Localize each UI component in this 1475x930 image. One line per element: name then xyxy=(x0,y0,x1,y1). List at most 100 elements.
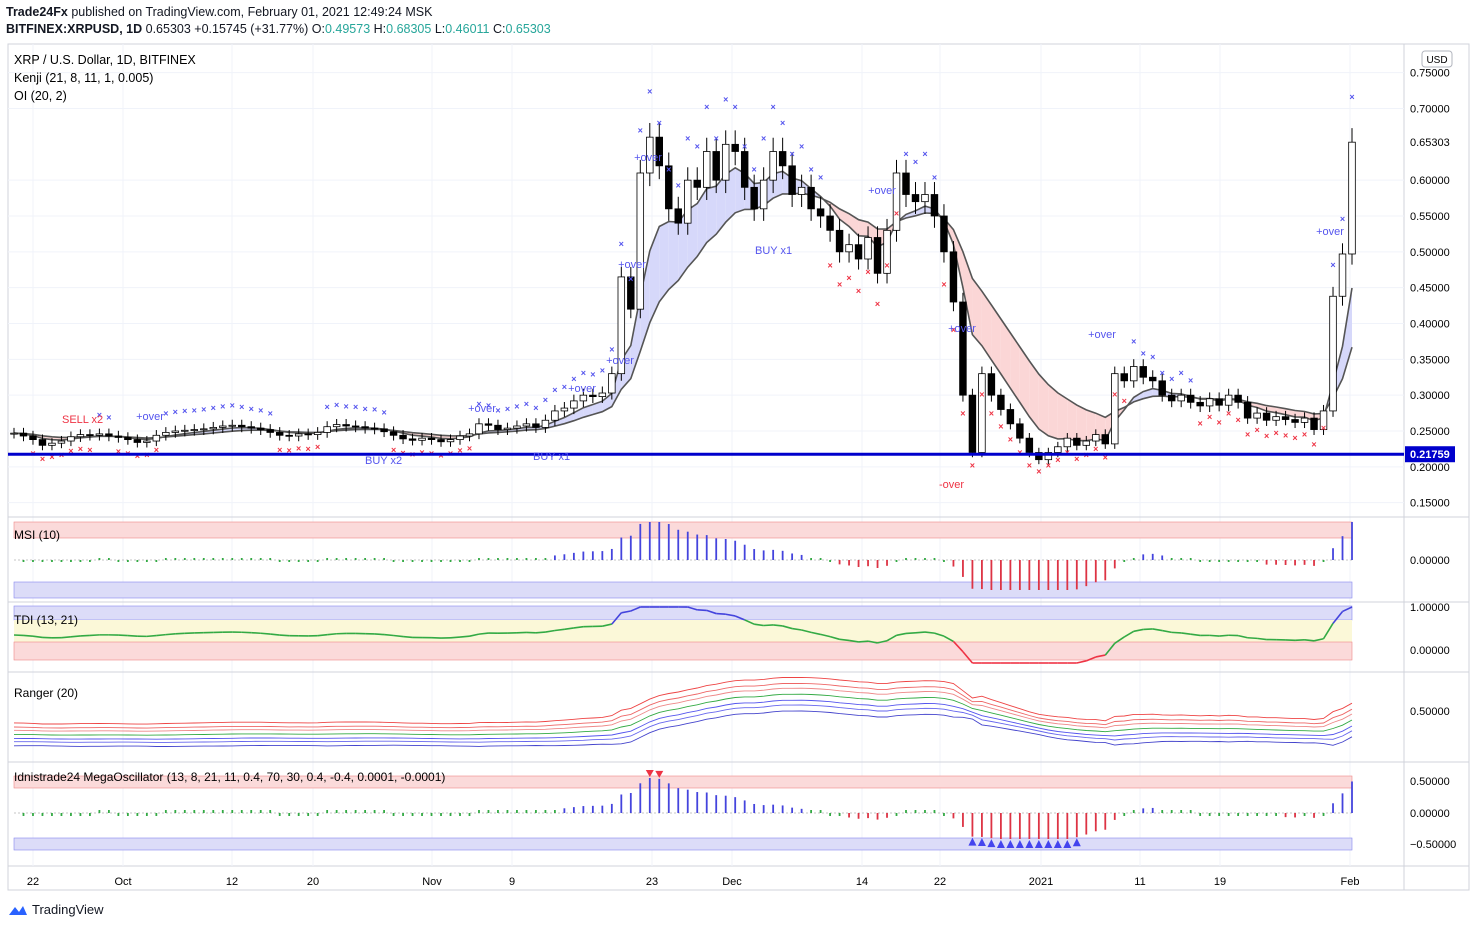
candle[interactable] xyxy=(1348,128,1356,265)
ranger-pane[interactable]: Ranger (20) 0.50000 xyxy=(8,671,1469,747)
candle[interactable] xyxy=(446,434,455,447)
candle[interactable] xyxy=(930,182,939,228)
candle[interactable] xyxy=(1272,410,1280,426)
candle[interactable] xyxy=(162,427,170,441)
candle[interactable] xyxy=(408,433,417,446)
candle[interactable] xyxy=(1262,407,1271,426)
candle[interactable] xyxy=(238,419,246,433)
candle[interactable] xyxy=(560,402,569,417)
candle[interactable] xyxy=(219,420,227,433)
candle[interactable] xyxy=(940,204,948,263)
candle[interactable] xyxy=(835,218,844,263)
candle[interactable] xyxy=(892,159,901,242)
candle[interactable] xyxy=(854,233,863,270)
candle[interactable] xyxy=(759,167,768,221)
candle[interactable] xyxy=(665,152,673,221)
candle[interactable] xyxy=(712,137,720,194)
candle[interactable] xyxy=(807,174,815,221)
tdi-pane[interactable]: TDI (13, 21) 1.00000 0.00000 xyxy=(8,601,1469,664)
candle[interactable] xyxy=(1186,388,1195,409)
candle[interactable] xyxy=(1149,370,1157,388)
candle[interactable] xyxy=(778,137,787,180)
candle[interactable] xyxy=(1035,447,1043,465)
footer[interactable]: TradingView xyxy=(8,902,104,917)
main-pane[interactable]: XRP / U.S. Dollar, 1D, BITFINEX Kenji (2… xyxy=(8,53,1404,491)
candle[interactable] xyxy=(361,421,369,434)
candle[interactable] xyxy=(522,418,531,432)
candle[interactable] xyxy=(1329,286,1337,417)
candle[interactable] xyxy=(275,427,284,441)
candle[interactable] xyxy=(968,388,977,458)
candle[interactable] xyxy=(304,428,312,440)
candle[interactable] xyxy=(484,418,493,431)
candle[interactable] xyxy=(826,204,834,242)
candle[interactable] xyxy=(769,137,777,194)
candle[interactable] xyxy=(456,430,464,445)
candle[interactable] xyxy=(351,420,360,433)
candle[interactable] xyxy=(589,388,597,404)
publisher-name[interactable]: Trade24Fx xyxy=(6,5,68,19)
candle[interactable] xyxy=(513,420,521,434)
candle[interactable] xyxy=(1082,435,1091,451)
candle[interactable] xyxy=(133,434,142,448)
candle[interactable] xyxy=(380,423,388,438)
candle[interactable] xyxy=(1243,396,1252,424)
candle[interactable] xyxy=(494,419,502,435)
candle[interactable] xyxy=(1044,447,1053,465)
candle[interactable] xyxy=(418,433,426,446)
candle[interactable] xyxy=(551,404,559,426)
candle[interactable] xyxy=(370,422,379,435)
candle[interactable] xyxy=(627,266,635,319)
candle[interactable] xyxy=(1177,388,1185,408)
candle[interactable] xyxy=(1291,413,1299,429)
candle[interactable] xyxy=(911,182,920,214)
candle[interactable] xyxy=(399,430,407,445)
candle[interactable] xyxy=(285,430,293,442)
candle[interactable] xyxy=(617,266,626,381)
candle[interactable] xyxy=(143,435,151,448)
candle[interactable] xyxy=(294,428,303,442)
candle[interactable] xyxy=(541,414,550,433)
candle[interactable] xyxy=(902,159,910,207)
candle[interactable] xyxy=(816,196,825,228)
candle[interactable] xyxy=(579,388,588,408)
candle[interactable] xyxy=(1092,429,1100,447)
candle[interactable] xyxy=(864,226,872,270)
candle[interactable] xyxy=(703,137,711,201)
candle[interactable] xyxy=(1215,392,1223,412)
candle[interactable] xyxy=(997,388,1005,416)
candle[interactable] xyxy=(465,428,474,442)
candle[interactable] xyxy=(797,174,806,207)
candle[interactable] xyxy=(721,130,730,194)
candle[interactable] xyxy=(921,182,929,214)
candle[interactable] xyxy=(342,418,350,432)
candle[interactable] xyxy=(1224,388,1233,412)
currency-badge[interactable]: USD xyxy=(1421,50,1453,68)
candle[interactable] xyxy=(959,292,967,402)
candle[interactable] xyxy=(152,430,161,447)
candle[interactable] xyxy=(655,122,663,180)
candle[interactable] xyxy=(1338,243,1347,306)
candle[interactable] xyxy=(124,432,132,445)
candle[interactable] xyxy=(105,428,113,442)
candle[interactable] xyxy=(949,241,958,312)
candle[interactable] xyxy=(750,174,758,221)
candle[interactable] xyxy=(95,428,104,441)
candle[interactable] xyxy=(86,429,94,441)
mega-pane[interactable]: Idnistrade24 MegaOscillator (13, 8, 21, … xyxy=(8,761,1469,851)
msi-pane[interactable]: MSI (10) 0.00000 xyxy=(8,516,1469,599)
candle[interactable] xyxy=(873,226,882,284)
candle[interactable] xyxy=(181,424,189,437)
candle[interactable] xyxy=(1063,433,1072,452)
candle[interactable] xyxy=(1234,388,1242,409)
candle[interactable] xyxy=(987,366,996,402)
candle[interactable] xyxy=(1130,359,1138,388)
candle[interactable] xyxy=(67,431,75,447)
candles[interactable] xyxy=(10,122,1356,465)
candle[interactable] xyxy=(646,122,654,187)
candle[interactable] xyxy=(190,424,199,436)
candle[interactable] xyxy=(57,435,66,449)
candle[interactable] xyxy=(684,167,692,235)
candle[interactable] xyxy=(1006,403,1015,430)
candle[interactable] xyxy=(978,366,986,458)
